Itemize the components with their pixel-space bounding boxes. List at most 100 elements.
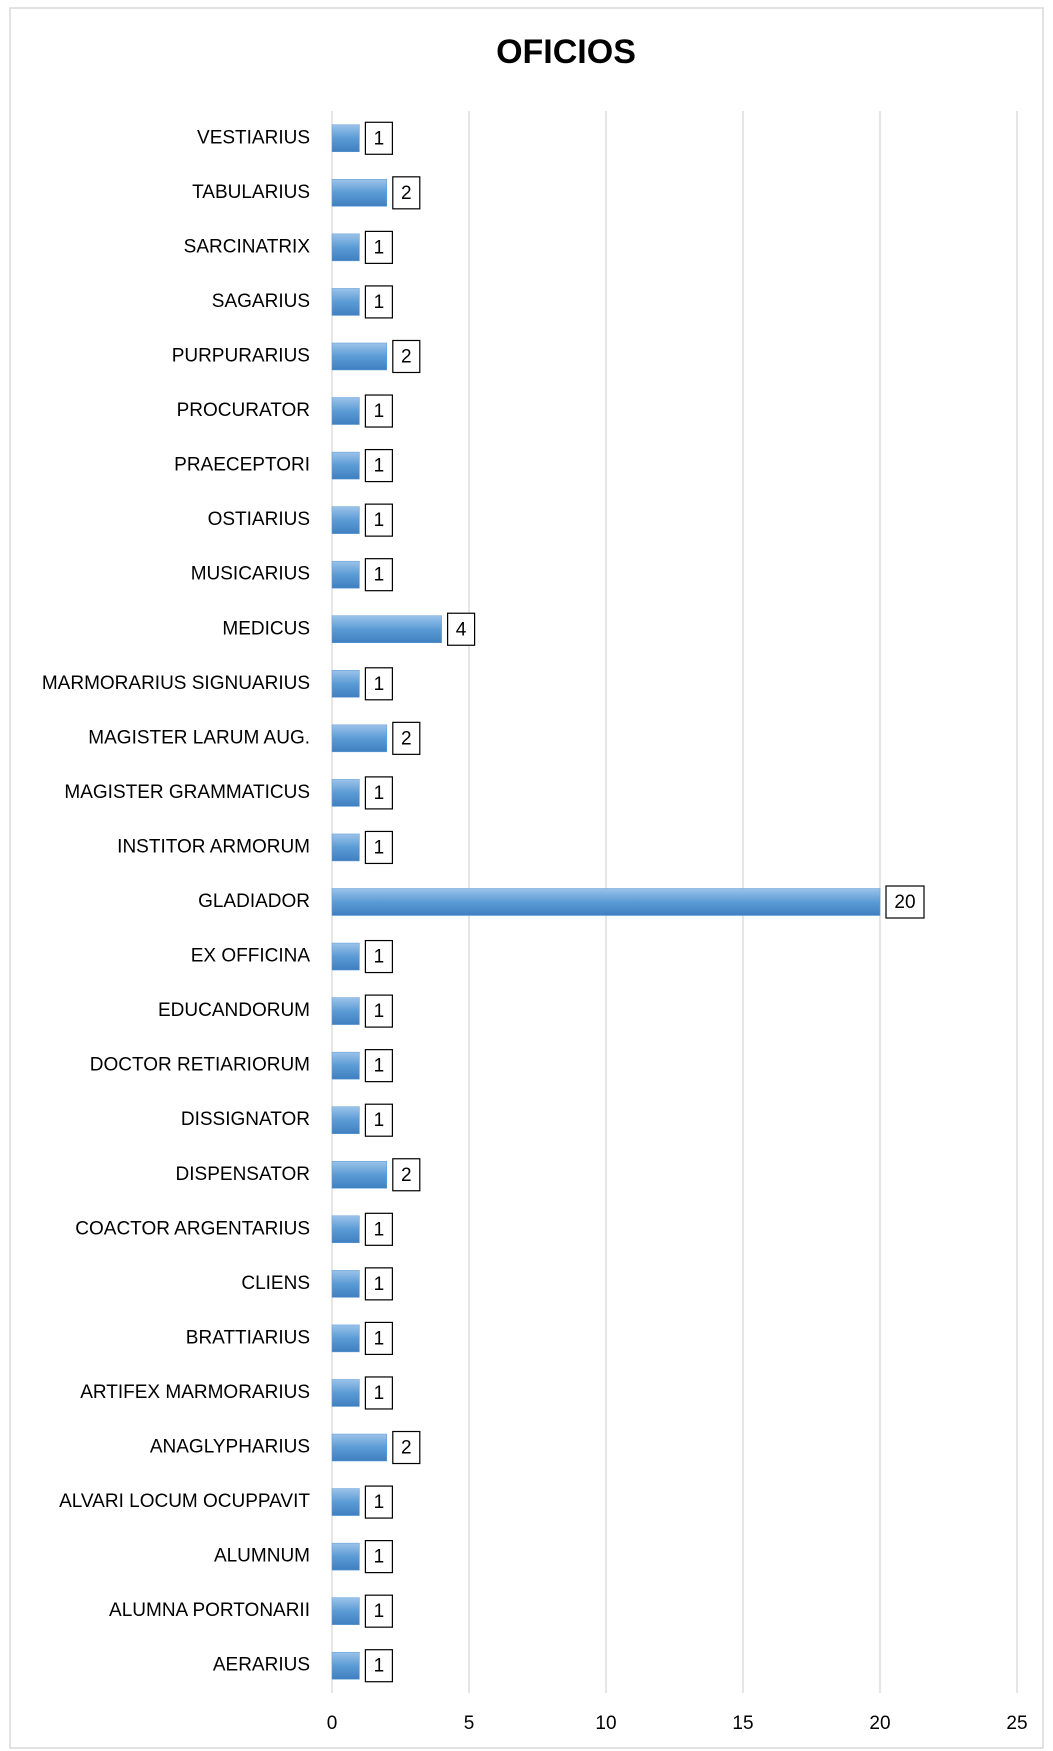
y-tick-label: MAGISTER GRAMMATICUS — [64, 782, 310, 803]
y-tick-label: PROCURATOR — [177, 400, 310, 421]
bar — [331, 1379, 360, 1407]
chart-frame — [9, 7, 1044, 1749]
data-label: 1 — [374, 1492, 385, 1513]
data-label: 1 — [374, 1547, 385, 1568]
data-label: 1 — [374, 1383, 385, 1404]
bar — [331, 1215, 360, 1244]
x-tick-label: 20 — [869, 1713, 890, 1734]
data-label-box — [364, 394, 393, 428]
data-label: 1 — [374, 1001, 385, 1022]
data-label-box — [364, 285, 393, 319]
data-label-box — [364, 776, 393, 810]
data-label: 2 — [401, 1165, 412, 1186]
data-label-box — [364, 1212, 393, 1246]
data-label-box — [364, 830, 393, 865]
data-label: 1 — [374, 1056, 385, 1077]
y-tick-label: MUSICARIUS — [191, 564, 310, 585]
data-label-box — [364, 939, 393, 974]
bar — [331, 1324, 360, 1353]
data-label-box — [364, 1485, 393, 1519]
x-tick-label: 15 — [732, 1713, 753, 1734]
y-tick-label: PRAECEPTORI — [174, 455, 310, 476]
x-tick-label: 25 — [1006, 1713, 1027, 1734]
data-label-box — [364, 994, 393, 1028]
bar — [331, 888, 881, 916]
x-tick-label: 0 — [327, 1713, 338, 1734]
bar — [331, 1488, 360, 1516]
y-tick-label: COACTOR ARGENTARIUS — [75, 1218, 310, 1239]
data-label: 1 — [374, 947, 385, 968]
data-label-box — [392, 721, 421, 755]
y-tick-label: CLIENS — [241, 1273, 310, 1294]
data-label-box — [364, 667, 393, 701]
data-label-box — [392, 339, 421, 374]
y-tick-label: SAGARIUS — [212, 291, 310, 312]
y-tick-label: GLADIADOR — [198, 891, 310, 912]
y-tick-label: ALUMNUM — [214, 1546, 310, 1567]
y-tick-label: DISPENSATOR — [176, 1164, 310, 1185]
data-label-box — [364, 1267, 393, 1301]
bar — [331, 1106, 360, 1134]
bar — [331, 833, 360, 862]
bar — [331, 1597, 360, 1625]
data-label: 2 — [401, 1438, 412, 1459]
data-label-box — [364, 503, 393, 537]
data-label: 1 — [374, 1656, 385, 1677]
bar — [331, 451, 360, 480]
bar — [331, 1651, 360, 1680]
data-label-box — [364, 121, 393, 155]
y-tick-label: ALUMNA PORTONARII — [109, 1600, 310, 1621]
y-tick-label: EDUCANDORUM — [158, 1000, 310, 1021]
bar — [331, 233, 360, 262]
data-label: 1 — [374, 237, 385, 258]
data-label-box — [364, 230, 393, 264]
x-tick-label: 10 — [595, 1713, 616, 1734]
data-label: 1 — [374, 837, 385, 858]
data-label-box — [364, 1049, 393, 1083]
data-label: 4 — [456, 619, 467, 640]
data-label-box — [364, 1376, 393, 1410]
bar — [331, 670, 360, 698]
data-label: 1 — [374, 783, 385, 804]
data-label-box — [447, 612, 476, 646]
data-label-box — [364, 1594, 393, 1628]
data-label-box — [885, 885, 925, 919]
y-tick-label: DISSIGNATOR — [181, 1109, 310, 1130]
bar — [331, 288, 360, 316]
data-label: 2 — [401, 183, 412, 204]
bar — [331, 397, 360, 425]
data-label: 1 — [374, 674, 385, 695]
data-label-box — [364, 1540, 393, 1574]
bar — [331, 124, 360, 153]
data-label: 1 — [374, 1601, 385, 1622]
bar — [331, 942, 360, 971]
data-label: 1 — [374, 1219, 385, 1240]
data-label: 2 — [401, 346, 412, 367]
data-label: 1 — [374, 401, 385, 422]
bar — [331, 506, 360, 534]
y-tick-label: EX OFFICINA — [191, 946, 311, 967]
data-label: 1 — [374, 292, 385, 313]
y-tick-label: TABULARIUS — [192, 182, 310, 203]
bar — [331, 779, 360, 807]
data-label: 1 — [374, 510, 385, 531]
y-tick-label: ANAGLYPHARIUS — [150, 1437, 310, 1458]
y-tick-label: MAGISTER LARUM AUG. — [88, 727, 310, 748]
y-tick-label: ARTIFEX MARMORARIUS — [80, 1382, 310, 1403]
data-label-box — [364, 448, 393, 483]
bar — [331, 1433, 388, 1462]
chart-title: OFICIOS — [496, 33, 636, 71]
y-tick-label: MARMORARIUS SIGNUARIUS — [42, 673, 310, 694]
y-tick-label: AERARIUS — [213, 1655, 310, 1676]
bar — [331, 1161, 388, 1189]
data-label: 1 — [374, 1110, 385, 1131]
x-tick-label: 5 — [464, 1713, 475, 1734]
data-label: 1 — [374, 565, 385, 586]
bar — [331, 1542, 360, 1571]
data-label: 20 — [894, 892, 915, 913]
data-label: 1 — [374, 456, 385, 477]
y-tick-label: DOCTOR RETIARIORUM — [90, 1055, 310, 1076]
bar — [331, 560, 360, 589]
data-label-box — [364, 1649, 393, 1683]
